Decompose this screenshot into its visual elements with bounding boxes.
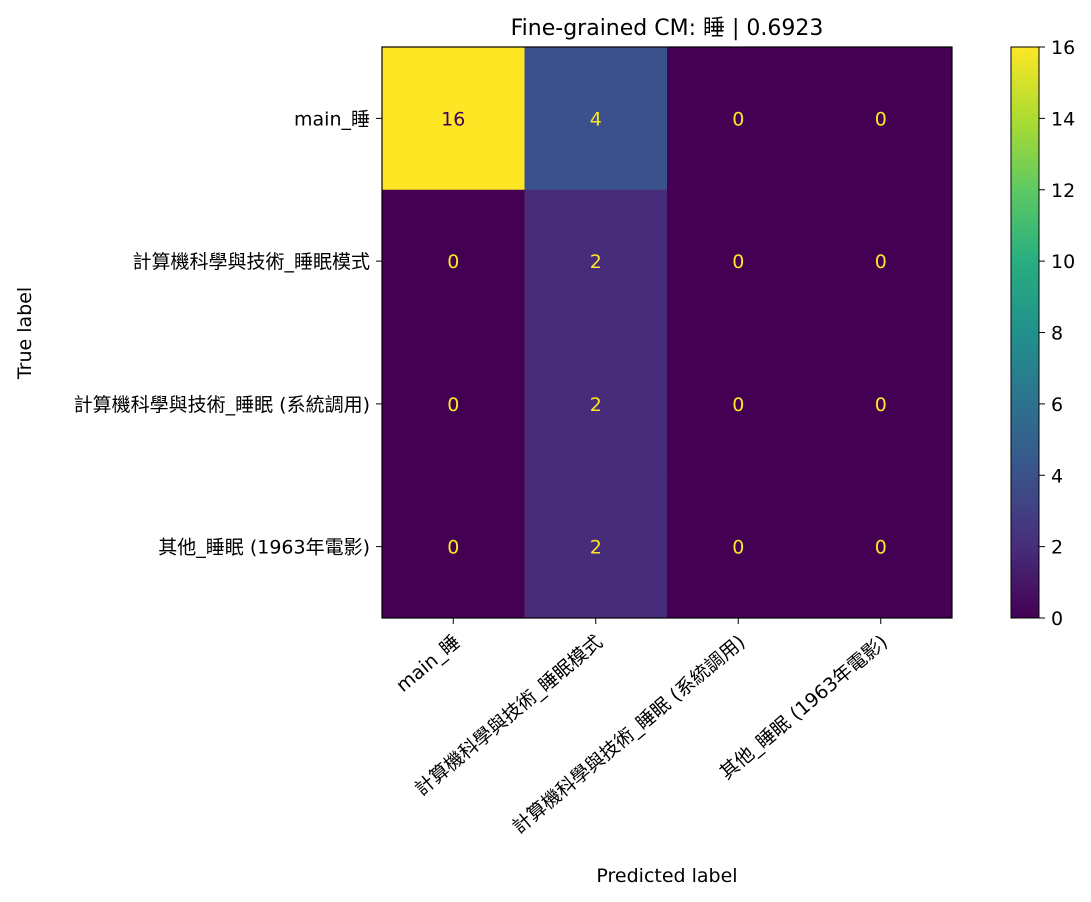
y-tick-label: main_睡	[294, 108, 370, 130]
x-tick-label: main_睡	[392, 631, 464, 697]
cell-value-label: 2	[590, 537, 602, 559]
plot-frame	[381, 46, 953, 619]
heatmap-cell	[524, 475, 668, 619]
cell-value-label: 4	[590, 108, 602, 130]
colorbar-tick-label: 10	[1051, 251, 1075, 273]
colorbar-tick-label: 6	[1051, 394, 1063, 416]
heatmap-cell	[524, 189, 668, 333]
heatmap-cell	[667, 47, 810, 191]
cell-value-label: 0	[732, 537, 744, 559]
heatmap-cells	[382, 47, 953, 619]
heatmap-cell	[667, 189, 810, 333]
heatmap-cell	[382, 47, 525, 191]
cell-value-label: 0	[447, 251, 459, 273]
cell-value-label: 0	[732, 251, 744, 273]
cell-value-label: 16	[441, 108, 465, 130]
heatmap-cell	[809, 475, 953, 619]
cell-value-label: 2	[590, 251, 602, 273]
heatmap-cell	[809, 47, 953, 191]
heatmap-cell	[667, 475, 810, 619]
colorbar-tick-label: 2	[1051, 537, 1063, 559]
y-axis-label: True label	[14, 287, 36, 380]
colorbar-tick-label: 12	[1051, 180, 1075, 202]
heatmap-cell	[809, 189, 953, 333]
heatmap-cell	[524, 332, 668, 476]
cell-value-label: 0	[875, 108, 887, 130]
heatmap-cell	[667, 332, 810, 476]
colorbar-ticks: 0 2 4 6 8 10 12 14 16	[1039, 37, 1075, 630]
colorbar-tick-label: 16	[1051, 37, 1075, 59]
cell-value-label: 0	[875, 251, 887, 273]
colorbar-tick-label: 4	[1051, 465, 1063, 487]
heatmap-cell	[809, 332, 953, 476]
cell-value-label: 0	[875, 537, 887, 559]
cell-value-label: 0	[732, 108, 744, 130]
heatmap-cell	[382, 475, 525, 619]
cell-value-label: 0	[732, 394, 744, 416]
y-tick-label: 計算機科學與技術_睡眠模式	[132, 251, 370, 273]
cell-value-label: 0	[447, 394, 459, 416]
heatmap-value-labels: 16 4 0 0 0 2 0 0 0 2 0 0 0 2 0 0	[441, 108, 887, 558]
cell-value-label: 0	[875, 394, 887, 416]
heatmap-cell	[524, 47, 668, 191]
x-axis-label: Predicted label	[596, 865, 737, 887]
colorbar-tick-label: 8	[1051, 323, 1063, 345]
cell-value-label: 0	[447, 537, 459, 559]
y-tick-label: 其他_睡眠 (1963年電影)	[158, 537, 370, 559]
heatmap-cell	[382, 332, 525, 476]
y-tick-label: 計算機科學與技術_睡眠 (系統調用)	[74, 394, 370, 416]
heatmap-cell	[382, 189, 525, 333]
chart-title: Fine-grained CM: 睡 | 0.6923	[511, 16, 824, 41]
colorbar-tick-label: 14	[1051, 108, 1075, 130]
colorbar-tick-label: 0	[1051, 608, 1063, 630]
x-tick-label: 計算機科學與技術_睡眠 (系統調用)	[508, 631, 749, 838]
cell-value-label: 2	[590, 394, 602, 416]
colorbar	[1010, 46, 1040, 619]
